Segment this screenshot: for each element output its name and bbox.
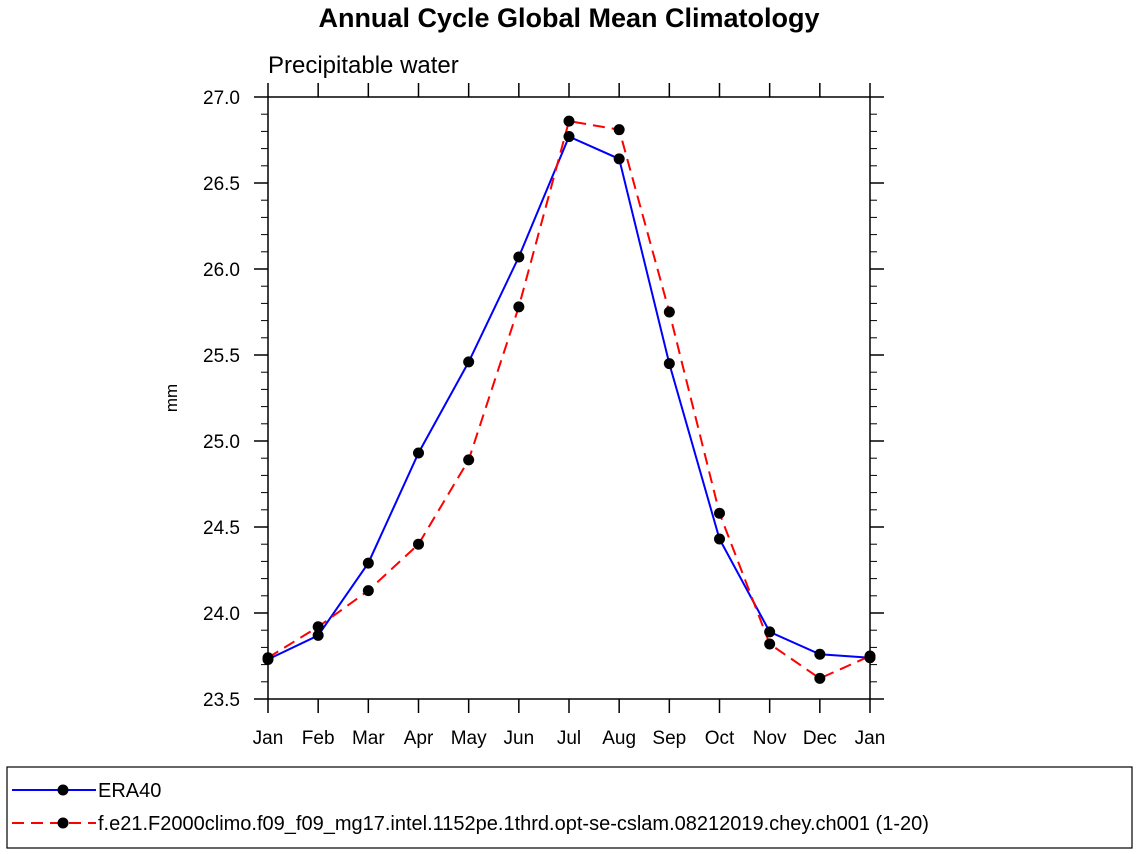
plot-frame <box>267 96 871 700</box>
data-point <box>362 585 374 597</box>
data-point <box>764 626 776 638</box>
y-tick-label: 25.5 <box>203 346 240 367</box>
x-tick-label: Dec <box>803 728 837 749</box>
y-tick-label: 26.0 <box>203 260 240 281</box>
x-tick-label: Nov <box>753 728 787 749</box>
data-point <box>513 301 525 313</box>
data-point <box>663 306 675 318</box>
data-point <box>613 124 625 136</box>
data-point <box>814 672 826 684</box>
chart-subtitle: Precipitable water <box>268 52 459 79</box>
series-line-1 <box>267 135 871 661</box>
x-tick-label: Feb <box>302 728 335 749</box>
y-minor-ticks <box>261 96 877 700</box>
x-tick-label: May <box>451 728 487 749</box>
data-point <box>463 454 475 466</box>
x-tick-label: Apr <box>404 728 434 749</box>
data-point <box>413 447 424 459</box>
y-tick-label: 24.0 <box>203 604 240 625</box>
y-tick-label: 25.0 <box>203 432 240 453</box>
series-line-2 <box>267 119 871 680</box>
data-point <box>563 131 575 143</box>
data-point <box>714 507 725 519</box>
y-tick-label: 24.5 <box>203 518 240 539</box>
data-point <box>463 356 475 368</box>
x-tick-label: Aug <box>602 728 636 749</box>
data-point <box>613 153 625 165</box>
data-point <box>814 648 826 660</box>
data-point <box>312 629 324 641</box>
data-point <box>312 621 324 633</box>
x-tick-label: Jun <box>504 728 535 749</box>
legend-marker-2 <box>57 817 69 829</box>
x-tick-label: Sep <box>652 728 686 749</box>
data-point <box>714 533 725 545</box>
legend-marker-1 <box>57 784 69 796</box>
data-point <box>663 358 675 370</box>
y-tick-labels: 23.5 24.0 24.5 25.0 25.5 26.0 26.5 27.0 <box>203 88 240 711</box>
x-tick-label: Mar <box>352 728 385 749</box>
data-point <box>563 115 575 127</box>
y-axis-label: mm <box>162 384 181 412</box>
axis-ticks <box>254 83 884 713</box>
legend-box <box>6 766 1133 849</box>
series-lines <box>267 119 871 680</box>
y-tick-label: 23.5 <box>203 690 240 711</box>
data-point <box>413 538 424 550</box>
legend-label-2: f.e21.F2000climo.f09_f09_mg17.intel.1152… <box>98 813 929 835</box>
y-tick-label: 27.0 <box>203 88 240 109</box>
chart-title: Annual Cycle Global Mean Climatology <box>318 3 819 33</box>
x-tick-label: Oct <box>705 728 735 749</box>
x-tick-labels: Jan Feb Mar Apr May Jun Jul Aug Sep Oct Nov Dec Jan <box>253 728 886 749</box>
x-tick-label: Jul <box>557 728 581 749</box>
data-point <box>513 251 525 263</box>
data-point <box>764 638 776 650</box>
y-tick-label: 26.5 <box>203 174 240 195</box>
x-tick-label: Jan <box>253 728 284 749</box>
data-point <box>362 557 374 569</box>
legend: ERA40 f.e21.F2000climo.f09_f09_mg17.intel… <box>6 766 1133 849</box>
legend-label-1: ERA40 <box>98 780 161 802</box>
series-markers <box>262 115 876 684</box>
x-tick-label: Jan <box>855 728 886 749</box>
